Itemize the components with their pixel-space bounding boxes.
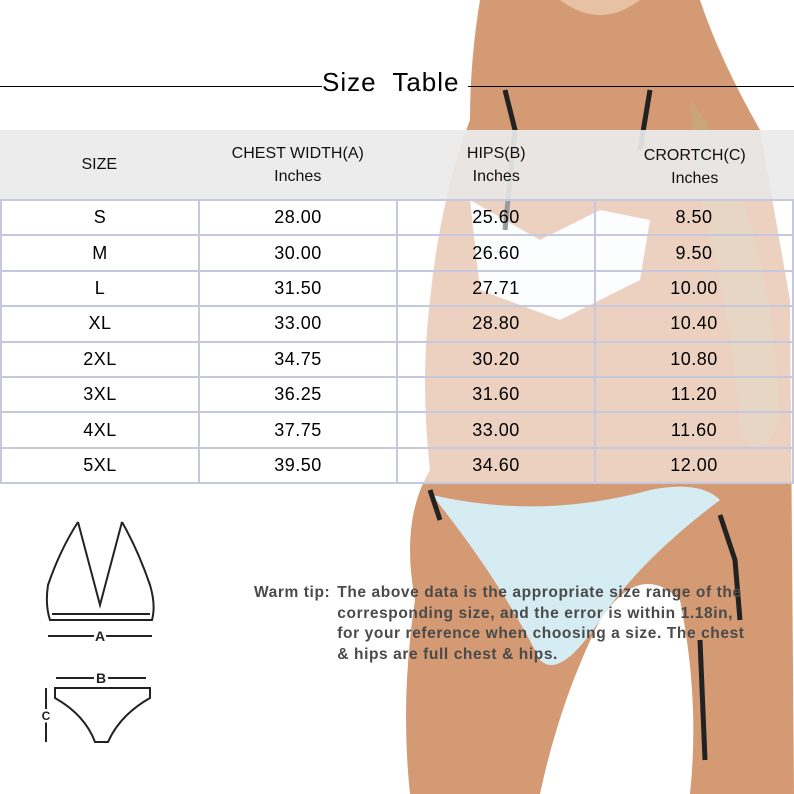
table-cell: 30.00 bbox=[198, 236, 396, 270]
table-cell: 10.80 bbox=[594, 342, 794, 376]
tip-label: Warm tip: bbox=[254, 584, 331, 601]
table-cell: 33.00 bbox=[396, 413, 594, 447]
title-divider-left bbox=[0, 86, 322, 87]
table-header: SIZE CHEST WIDTH(A) Inches HIPS(B) Inches … bbox=[0, 130, 794, 199]
table-cell: 9.50 bbox=[594, 236, 794, 270]
table-cell: L bbox=[0, 271, 198, 306]
table-cell: 10.00 bbox=[594, 271, 794, 306]
table-row: 3XL 36.25 31.60 11.20 bbox=[0, 377, 794, 414]
table-cell: S bbox=[0, 201, 198, 235]
table-cell: 34.75 bbox=[198, 342, 396, 376]
table-cell: 34.60 bbox=[396, 448, 594, 483]
table-cell: 28.00 bbox=[198, 201, 396, 235]
table-cell: 36.25 bbox=[198, 377, 396, 412]
table-cell: XL bbox=[0, 307, 198, 341]
bikini-top-icon bbox=[45, 521, 155, 621]
table-row: 5XL 39.50 34.60 12.00 bbox=[0, 448, 794, 485]
table-cell: 8.50 bbox=[594, 201, 794, 235]
header-chest: CHEST WIDTH(A) Inches bbox=[199, 130, 398, 199]
table-cell: 39.50 bbox=[198, 448, 396, 483]
table-cell: M bbox=[0, 236, 198, 270]
header-label: SIZE bbox=[81, 156, 118, 173]
header-label: HIPS(B) bbox=[466, 144, 526, 162]
label-a: A bbox=[95, 628, 105, 644]
header-unit: Inches bbox=[671, 169, 719, 187]
header-label: CHEST WIDTH(A) bbox=[231, 144, 364, 162]
table-row: M 30.00 26.60 9.50 bbox=[0, 236, 794, 272]
table-row: S 28.00 25.60 8.50 bbox=[0, 201, 794, 237]
warm-tip: Warm tip: The above data is the appropri… bbox=[254, 583, 747, 665]
table-row: 4XL 37.75 33.00 11.60 bbox=[0, 413, 794, 449]
table-cell: 4XL bbox=[0, 413, 198, 447]
label-b: B bbox=[96, 670, 106, 686]
table-cell: 2XL bbox=[0, 342, 198, 376]
header-label: CRORTCH(C) bbox=[643, 146, 746, 164]
table-cell: 28.80 bbox=[396, 307, 594, 341]
table-cell: 25.60 bbox=[396, 201, 594, 235]
tip-text: The above data is the appropriate size r… bbox=[337, 584, 745, 663]
table-row: XL 33.00 28.80 10.40 bbox=[0, 307, 794, 343]
header-hips: HIPS(B) Inches bbox=[397, 130, 596, 199]
page-title: Size Table bbox=[322, 67, 460, 97]
table-body: S 28.00 25.60 8.50 M 30.00 26.60 9.50 L 31.50 27.7… bbox=[0, 199, 794, 485]
table-cell: 11.20 bbox=[594, 377, 794, 412]
size-table: SIZE CHEST WIDTH(A) Inches HIPS(B) Inches … bbox=[0, 130, 794, 485]
table-cell: 31.50 bbox=[198, 271, 396, 306]
table-cell: 31.60 bbox=[396, 377, 594, 412]
title-divider-right bbox=[468, 86, 794, 87]
table-row: 2XL 34.75 30.20 10.80 bbox=[0, 342, 794, 378]
table-cell: 5XL bbox=[0, 448, 198, 483]
title-row: Size Table bbox=[0, 64, 794, 100]
table-cell: 30.20 bbox=[396, 342, 594, 376]
table-row: L 31.50 27.71 10.00 bbox=[0, 271, 794, 308]
table-cell: 10.40 bbox=[594, 307, 794, 341]
table-cell: 12.00 bbox=[594, 448, 794, 483]
table-cell: 11.60 bbox=[594, 413, 794, 447]
header-crotch: CRORTCH(C) Inches bbox=[596, 130, 794, 199]
table-cell: 3XL bbox=[0, 377, 198, 412]
table-cell: 37.75 bbox=[198, 413, 396, 447]
bikini-bottom-icon bbox=[54, 687, 151, 743]
header-unit: Inches bbox=[274, 167, 322, 185]
measurement-diagram: A B C bbox=[39, 521, 155, 743]
header-unit: Inches bbox=[472, 167, 520, 185]
table-cell: 33.00 bbox=[198, 307, 396, 341]
header-size: SIZE bbox=[0, 130, 199, 199]
label-c: C bbox=[42, 709, 51, 723]
table-cell: 27.71 bbox=[396, 271, 594, 306]
table-cell: 26.60 bbox=[396, 236, 594, 270]
